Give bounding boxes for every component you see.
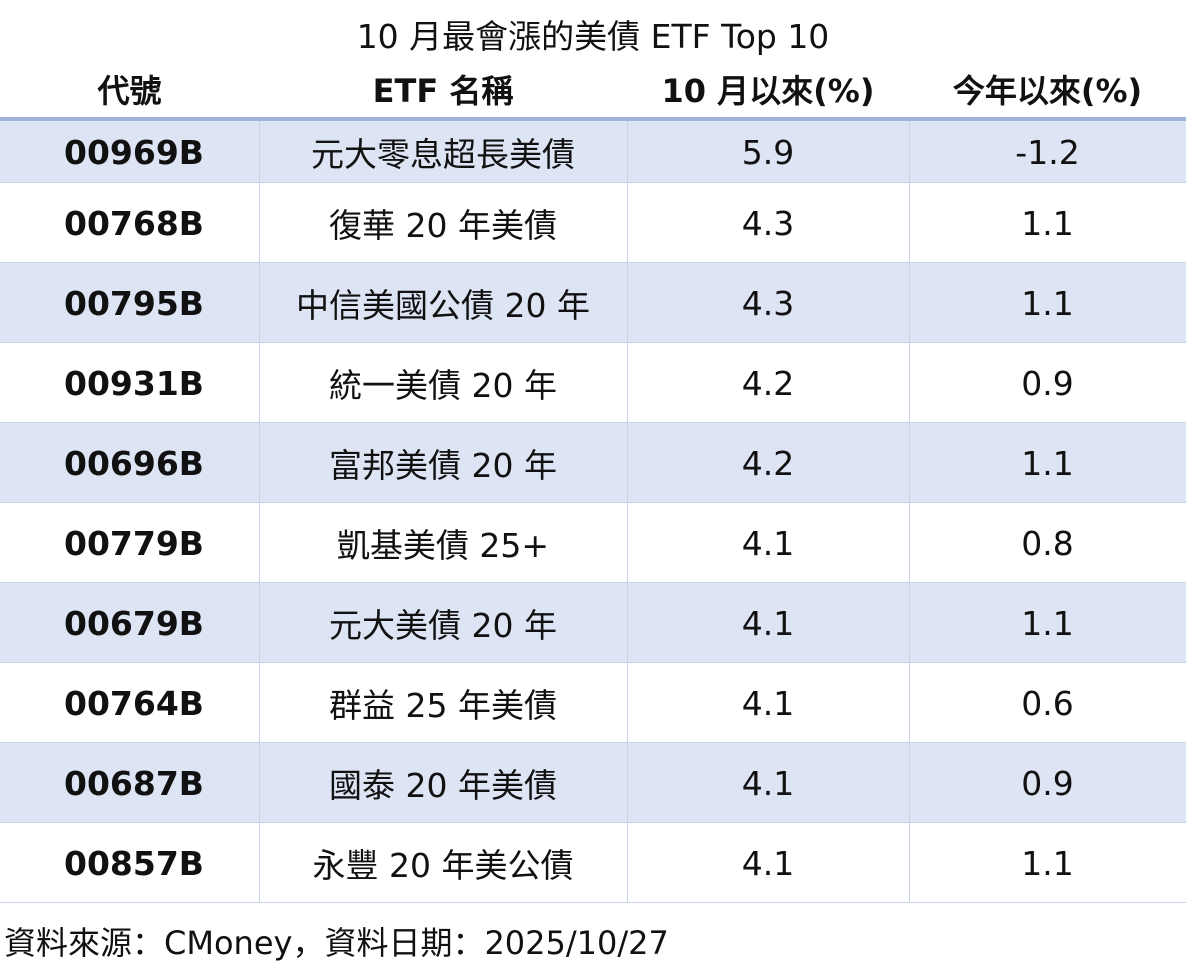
table-cell: 元大零息超長美債 bbox=[311, 135, 575, 174]
table-cell: 4.1 bbox=[741, 603, 795, 643]
table-cell: 永豐 20 年美公債 bbox=[312, 846, 574, 885]
row-bg bbox=[0, 423, 1186, 503]
row-bg bbox=[0, 183, 1186, 263]
row-bg bbox=[0, 663, 1186, 743]
table-cell: 0.6 bbox=[1021, 683, 1074, 723]
table-cell: -1.2 bbox=[1015, 132, 1080, 172]
table-cell: 中信美國公債 20 年 bbox=[296, 286, 590, 325]
row-bg bbox=[0, 121, 1186, 183]
etf-code: 00696B bbox=[64, 443, 204, 483]
etf-code: 00679B bbox=[64, 603, 204, 643]
row-bg bbox=[0, 503, 1186, 583]
etf-code: 00969B bbox=[64, 132, 204, 172]
header-rule bbox=[0, 117, 1186, 121]
etf-code: 00687B bbox=[64, 763, 204, 803]
table-cell: 4.1 bbox=[741, 523, 795, 563]
table-cell: 4.1 bbox=[741, 763, 795, 803]
table-cell: 1.1 bbox=[1021, 443, 1074, 483]
table-cell: 5.9 bbox=[741, 132, 795, 172]
table-cell: 1.1 bbox=[1021, 283, 1074, 323]
table-cell: 4.3 bbox=[741, 203, 795, 243]
source-note: 資料來源：CMoney，資料日期：2025/10/27 bbox=[4, 924, 669, 962]
etf-code: 00768B bbox=[64, 203, 204, 243]
table-cell: 1.1 bbox=[1021, 843, 1074, 883]
table-cell: 4.1 bbox=[741, 843, 795, 883]
etf-code: 00764B bbox=[64, 683, 204, 723]
row-bg bbox=[0, 743, 1186, 823]
header-cell: 10 月以來(%) bbox=[661, 72, 875, 110]
table-cell: 0.9 bbox=[1021, 763, 1074, 803]
header-cell: 今年以來(%) bbox=[952, 72, 1143, 110]
table-cell: 0.8 bbox=[1021, 523, 1074, 563]
etf-code: 00795B bbox=[64, 283, 204, 323]
table-cell: 元大美債 20 年 bbox=[329, 606, 557, 645]
table-cell: 統一美債 20 年 bbox=[329, 366, 557, 405]
row-bg bbox=[0, 343, 1186, 423]
table-cell: 1.1 bbox=[1021, 203, 1074, 243]
row-bg bbox=[0, 823, 1186, 903]
table-cell: 凱基美債 25+ bbox=[336, 526, 550, 565]
column-divider bbox=[627, 121, 628, 903]
etf-code: 00779B bbox=[64, 523, 204, 563]
column-divider bbox=[259, 121, 260, 903]
table-cell: 國泰 20 年美債 bbox=[329, 766, 557, 805]
table-cell: 4.2 bbox=[741, 363, 795, 403]
etf-code: 00857B bbox=[64, 843, 204, 883]
table-cell: 復華 20 年美債 bbox=[329, 206, 557, 245]
header-cell: ETF 名稱 bbox=[372, 72, 514, 110]
table-cell: 1.1 bbox=[1021, 603, 1074, 643]
row-bg bbox=[0, 263, 1186, 343]
table-cell: 富邦美債 20 年 bbox=[329, 446, 557, 485]
header-cell: 代號 bbox=[97, 72, 162, 110]
table-title: 10 月最會漲的美債 ETF Top 10 bbox=[356, 17, 830, 56]
column-divider bbox=[909, 121, 910, 903]
table-cell: 4.3 bbox=[741, 283, 795, 323]
etf-code: 00931B bbox=[64, 363, 204, 403]
table-cell: 4.1 bbox=[741, 683, 795, 723]
row-bg bbox=[0, 583, 1186, 663]
table-cell: 群益 25 年美債 bbox=[329, 686, 557, 725]
table-cell: 4.2 bbox=[741, 443, 795, 483]
table-cell: 0.9 bbox=[1021, 363, 1074, 403]
